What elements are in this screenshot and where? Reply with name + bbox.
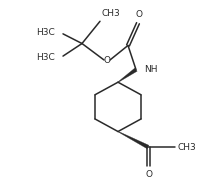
- Text: CH3: CH3: [102, 9, 121, 18]
- Text: H3C: H3C: [36, 28, 55, 37]
- Text: O: O: [135, 10, 143, 19]
- Polygon shape: [118, 68, 137, 82]
- Text: CH3: CH3: [177, 143, 196, 152]
- Text: O: O: [145, 170, 153, 179]
- Text: NH: NH: [144, 65, 157, 74]
- Text: H3C: H3C: [36, 53, 55, 62]
- Polygon shape: [118, 131, 149, 149]
- Text: O: O: [103, 56, 111, 65]
